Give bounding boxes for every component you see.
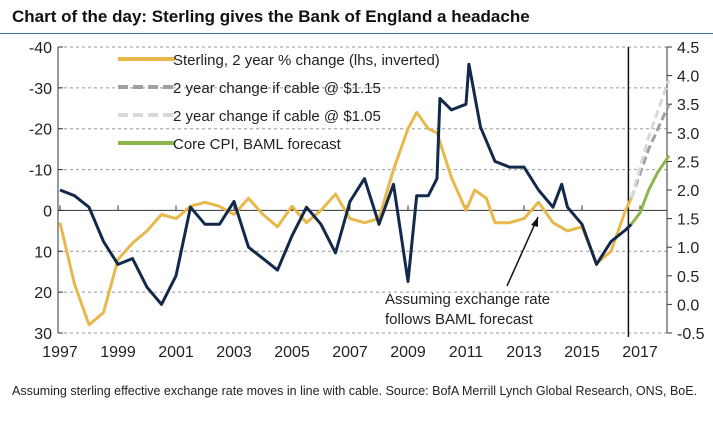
x-tick-label: 2011 (449, 344, 484, 361)
x-tick-label: 2003 (216, 344, 252, 361)
x-tick-label: 2001 (158, 344, 194, 361)
right-tick-label: 2.5 (677, 154, 699, 171)
chart-title: Chart of the day: Sterling gives the Ban… (12, 7, 530, 26)
left-tick-label: -10 (29, 163, 52, 180)
left-tick-label: -20 (29, 122, 52, 139)
legend-label: 2 year change if cable @ $1.05 (173, 108, 381, 125)
title-divider (0, 33, 713, 34)
annotation-label: follows BAML forecast (385, 311, 534, 328)
legend-label: Sterling, 2 year % change (lhs, inverted… (173, 52, 440, 69)
right-tick-label: 3.0 (677, 126, 699, 143)
x-tick-label: 1997 (42, 344, 78, 361)
series-line (58, 110, 633, 327)
right-tick-label: 0.0 (677, 297, 699, 314)
x-tick-label: 2007 (332, 344, 368, 361)
x-tick-label: 2013 (506, 344, 542, 361)
right-tick-label: 3.5 (677, 97, 699, 114)
left-tick-label: 20 (34, 285, 52, 302)
right-tick-label: 2.0 (677, 183, 699, 200)
legend-label: 2 year change if cable @ $1.15 (173, 80, 381, 97)
source-note: Assuming sterling effective exchange rat… (12, 384, 698, 398)
annotation-label: Assuming exchange rate (385, 291, 550, 308)
series-line (630, 154, 671, 226)
annotation-arrow (506, 216, 539, 287)
x-tick-label: 2015 (564, 344, 600, 361)
right-tick-label: 4.0 (677, 69, 699, 86)
left-tick-label: -40 (29, 40, 52, 57)
arrowhead-icon (531, 217, 538, 227)
series-line (59, 62, 633, 306)
left-tick-label: 0 (43, 203, 52, 220)
x-tick-label: 2009 (390, 344, 426, 361)
left-tick-label: 10 (34, 244, 52, 261)
x-tick-label: 1999 (100, 344, 136, 361)
right-tick-label: -0.5 (677, 326, 705, 343)
right-tick-label: 4.5 (677, 40, 699, 57)
x-tick-label: 2017 (622, 344, 658, 361)
x-tick-label: 2005 (274, 344, 310, 361)
left-tick-label: -30 (29, 81, 52, 98)
chart: -40 -30 -20 -10 0 10 20 30 4.5 4.0 3.5 3.0 2.5 2.0 1.5… (29, 40, 705, 361)
series-line (629, 79, 671, 199)
right-tick-label: 1.5 (677, 212, 699, 229)
right-tick-label: 1.0 (677, 240, 699, 257)
left-tick-label: 30 (34, 326, 52, 343)
right-tick-label: 0.5 (677, 269, 699, 286)
legend-label: Core CPI, BAML forecast (173, 136, 342, 153)
